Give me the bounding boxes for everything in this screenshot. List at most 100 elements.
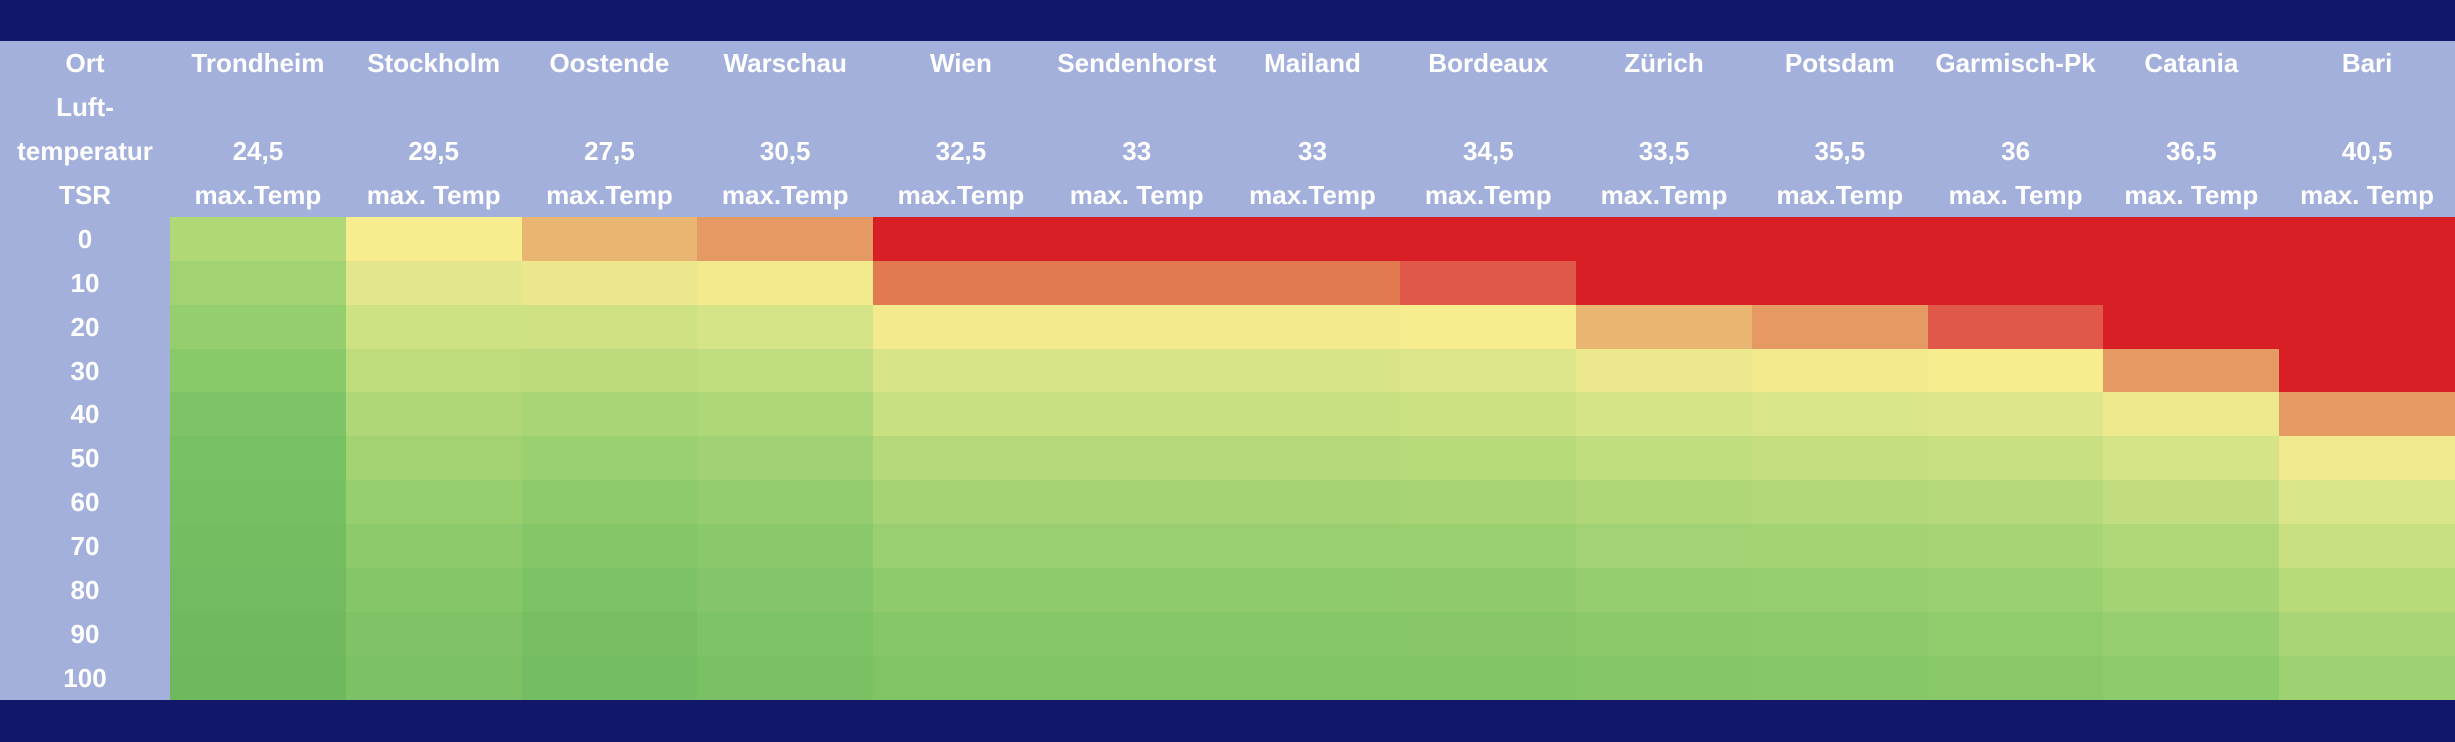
heat-cell — [873, 656, 1050, 701]
heat-cell — [345, 348, 523, 393]
heat-cell — [345, 216, 523, 262]
heat-cell — [1751, 260, 1929, 306]
air-temperature: 30,5 — [759, 135, 811, 166]
heat-cell — [1927, 480, 2104, 525]
heat-cell — [1048, 260, 1226, 306]
heat-cell — [170, 216, 347, 262]
max-temp-label: max.Temp — [194, 179, 322, 210]
heat-cell — [1224, 216, 1401, 262]
heat-cell — [521, 304, 698, 350]
heat-cell — [2279, 304, 2455, 350]
tsr-label: 70 — [70, 531, 100, 562]
heat-cell — [345, 656, 523, 701]
heat-cell — [2103, 436, 2280, 481]
city-name: Catania — [2144, 48, 2239, 78]
tsr-label: 10 — [70, 267, 100, 298]
max-temp-label: max.Temp — [1249, 179, 1376, 210]
city-name: Warschau — [723, 48, 847, 78]
heat-cell — [697, 612, 874, 657]
city-name: Sendenhorst — [1057, 48, 1217, 78]
heat-cell — [1576, 524, 1753, 569]
city-name: Trondheim — [191, 48, 325, 78]
max-temp-label: max.Temp — [721, 179, 849, 210]
heat-cell — [1224, 392, 1401, 437]
max-temp-label: max.Temp — [897, 179, 1025, 210]
heat-cell — [521, 656, 698, 701]
heat-cell — [1224, 568, 1401, 613]
heat-cell — [521, 612, 698, 657]
heat-cell — [1224, 656, 1401, 701]
heat-cell — [345, 392, 523, 437]
heat-cell — [1751, 568, 1929, 613]
heat-cell — [697, 656, 874, 701]
heat-cell — [1224, 524, 1401, 569]
heat-cell — [1927, 348, 2104, 393]
max-temp-label: max. Temp — [366, 179, 501, 210]
heat-cell — [697, 304, 874, 350]
max-temp-label: max. Temp — [1069, 179, 1204, 210]
heat-cell — [873, 524, 1050, 569]
tsr-label: 60 — [70, 487, 100, 518]
heat-cell — [170, 392, 347, 437]
heat-cell — [697, 348, 874, 393]
max-temp-label: max. Temp — [2300, 179, 2435, 210]
heat-cell — [873, 216, 1050, 262]
heat-cell — [345, 436, 523, 481]
air-temperature: 35,5 — [1814, 135, 1866, 166]
heat-cell — [521, 480, 698, 525]
heat-cell — [1224, 260, 1401, 306]
heat-cell — [873, 436, 1050, 481]
row-header: TSR — [59, 179, 111, 210]
heat-cell — [1576, 216, 1753, 262]
air-temperature: 24,5 — [232, 135, 284, 166]
heat-cell — [1927, 304, 2104, 350]
heat-cell — [1576, 480, 1753, 525]
tsr-label: 100 — [63, 663, 107, 694]
city-name: Oostende — [549, 48, 670, 78]
heat-cell — [697, 568, 874, 613]
heat-cell — [697, 216, 874, 262]
heat-cell — [1927, 436, 2104, 481]
row-header: temperatur — [17, 135, 153, 166]
heat-cell — [1400, 656, 1577, 701]
heat-cell — [1048, 216, 1226, 262]
city-name: Mailand — [1264, 48, 1361, 78]
heat-cell — [2279, 260, 2455, 306]
heat-cell — [2103, 260, 2280, 306]
heat-cell — [2279, 612, 2455, 657]
max-temp-label: max.Temp — [1424, 179, 1552, 210]
tsr-label: 40 — [70, 399, 100, 430]
row-header: Luft- — [56, 91, 114, 122]
heat-cell — [1751, 612, 1929, 657]
max-temp-label: max.Temp — [1776, 179, 1904, 210]
heat-cell — [1048, 612, 1226, 657]
heat-cell — [697, 480, 874, 525]
heat-cell — [1048, 392, 1226, 437]
heat-cell — [2103, 480, 2280, 525]
heat-cell — [1927, 216, 2104, 262]
tsr-label: 30 — [70, 355, 100, 386]
tsr-label: 0 — [77, 223, 93, 254]
heat-cell — [1224, 348, 1401, 393]
air-temperature: 27,5 — [584, 135, 635, 166]
air-temperature: 40,5 — [2341, 135, 2393, 166]
air-temperature: 32,5 — [935, 135, 987, 166]
heat-cell — [521, 348, 698, 393]
heat-cell — [2103, 524, 2280, 569]
air-temperature: 36,5 — [2166, 135, 2217, 166]
max-temp-label: max. Temp — [2124, 179, 2259, 210]
heat-cell — [1048, 304, 1226, 350]
city-name: Potsdam — [1784, 48, 1895, 78]
heat-cell — [1927, 656, 2104, 701]
heat-cell — [1751, 392, 1929, 437]
heat-cell — [1927, 524, 2104, 569]
heat-cell — [1576, 348, 1753, 393]
city-name: Stockholm — [367, 48, 501, 78]
heat-cell — [1400, 524, 1577, 569]
heat-cell — [170, 348, 347, 393]
heat-cell — [1927, 260, 2104, 306]
heat-cell — [170, 304, 347, 350]
heat-cell — [697, 392, 874, 437]
heat-cell — [873, 392, 1050, 437]
